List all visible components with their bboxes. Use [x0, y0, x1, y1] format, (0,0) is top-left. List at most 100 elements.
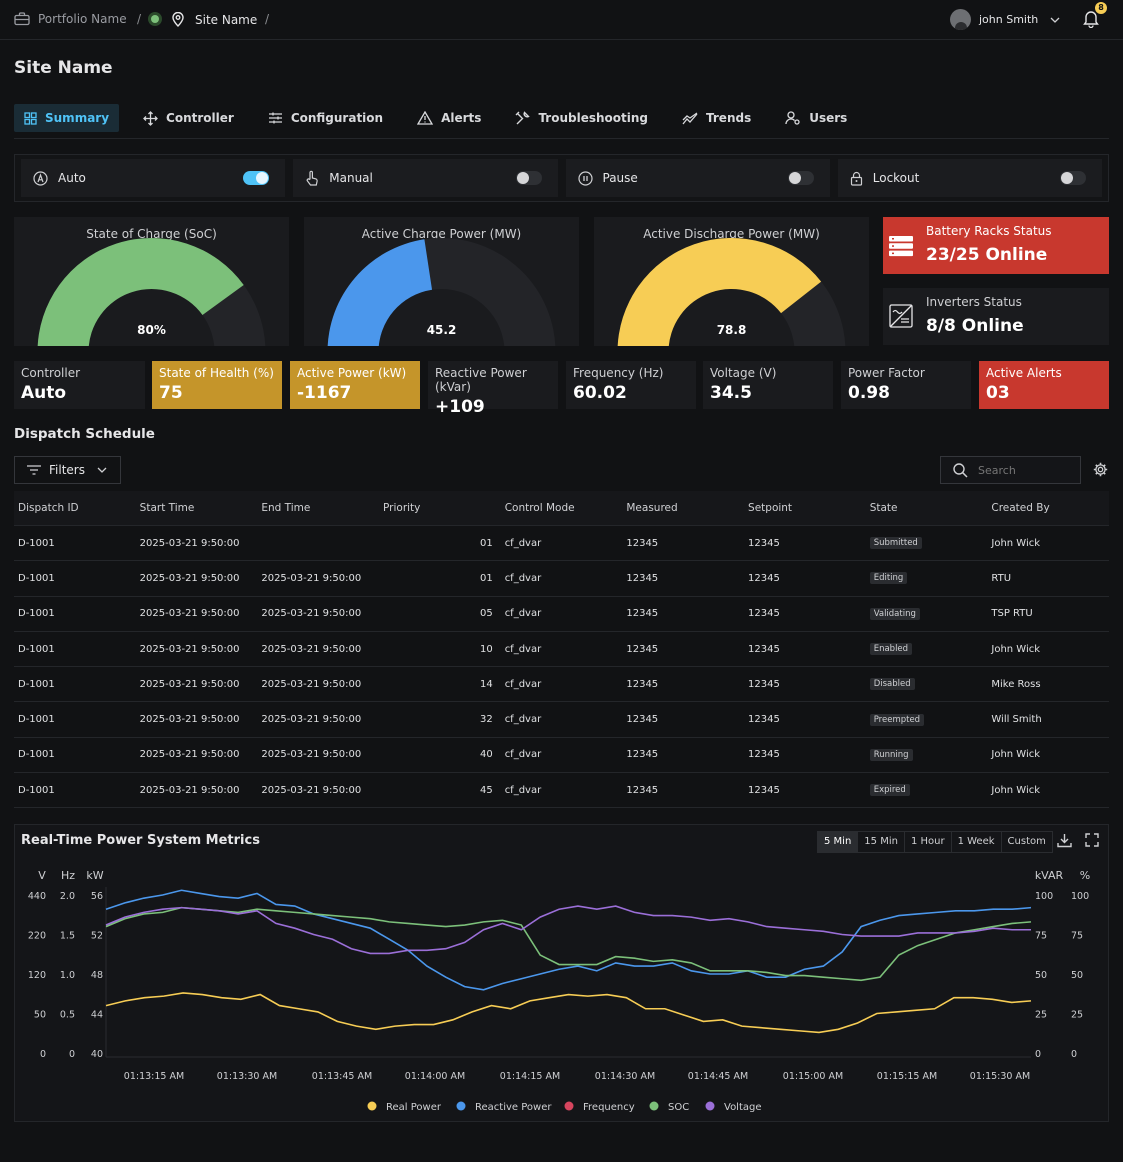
kpi-label: Voltage (V) — [710, 366, 777, 380]
inverters-status-card[interactable]: Inverters Status 8/8 Online — [883, 288, 1109, 345]
tab-troubleshooting[interactable]: Troubleshooting — [505, 104, 658, 132]
table-cell: 12345 — [626, 608, 659, 620]
range-5min[interactable]: 5 Min — [818, 832, 858, 852]
breadcrumb-portfolio[interactable]: Portfolio Name — [14, 12, 127, 26]
table-cell: 12345 — [626, 643, 659, 655]
status-badge: Disabled — [869, 678, 915, 691]
manual-toggle[interactable] — [515, 171, 542, 185]
pause-toggle[interactable] — [787, 171, 814, 185]
filters-button[interactable]: Filters — [14, 456, 121, 484]
table-row[interactable]: D-1001 2025-03-21 9:50:00 2025-03-21 9:50:… — [14, 738, 1109, 774]
axis-unit-label: Hz — [61, 869, 75, 882]
x-tick-label: 01:13:15 AM — [124, 1071, 184, 1082]
series-line-reactive-power — [105, 889, 1032, 991]
range-1hour[interactable]: 1 Hour — [903, 832, 951, 852]
charge-power-gauge-card: Active Charge Power (MW) 45.2 — [304, 217, 579, 346]
soc-gauge-title: State of Charge (SoC) — [86, 227, 217, 241]
y-tick-label: 1.0 — [60, 970, 75, 981]
range-custom[interactable]: Custom — [1000, 832, 1052, 852]
table-cell: 05 — [479, 608, 493, 620]
table-row[interactable]: D-1001 2025-03-21 9:50:00 2025-03-21 9:50:… — [14, 632, 1109, 668]
tab-summary[interactable]: Summary — [14, 104, 120, 132]
legend-label[interactable]: SOC — [668, 1102, 689, 1113]
kpi-active-alerts[interactable]: Active Alerts 03 — [979, 361, 1109, 409]
column-header[interactable]: Setpoint — [748, 502, 793, 514]
legend-label[interactable]: Real Power — [386, 1102, 442, 1113]
column-header[interactable]: Control Mode — [504, 502, 575, 514]
table-row[interactable]: D-1001 2025-03-21 9:50:00 2025-03-21 9:50:… — [14, 667, 1109, 703]
mode-lockout[interactable]: Lockout — [837, 159, 1102, 197]
charge-power-gauge-value: 45.2 — [426, 323, 457, 337]
x-tick-label: 01:14:45 AM — [688, 1071, 748, 1082]
bell-icon — [1083, 11, 1099, 29]
tab-alerts[interactable]: Alerts — [407, 104, 491, 132]
table-cell: D-1001 — [18, 714, 55, 726]
soc-gauge — [37, 238, 266, 346]
column-header[interactable]: End Time — [261, 502, 311, 514]
table-row[interactable]: D-1001 2025-03-21 9:50:00 2025-03-21 9:50:… — [14, 702, 1109, 738]
y-tick-label: 50 — [1071, 970, 1083, 981]
tab-users[interactable]: Users — [775, 104, 857, 132]
fullscreen-icon[interactable] — [1085, 833, 1099, 847]
table-row[interactable]: D-1001 2025-03-21 9:50:00 2025-03-21 9:50:… — [14, 597, 1109, 632]
status-badge: Preempted — [869, 713, 925, 726]
table-cell: D-1001 — [18, 537, 55, 549]
battery-racks-status-card[interactable]: Battery Racks Status 23/25 Online — [883, 217, 1109, 274]
table-cell: 12345 — [626, 537, 659, 549]
search-box[interactable] — [940, 456, 1081, 484]
search-icon — [953, 462, 968, 478]
legend-label[interactable]: Voltage — [724, 1102, 762, 1113]
column-header[interactable]: Created By — [991, 502, 1050, 514]
legend-label[interactable]: Frequency — [583, 1102, 635, 1113]
breadcrumb-site-label: Site Name — [195, 12, 258, 27]
battery-status-label: Battery Racks Status — [926, 224, 1052, 238]
table-row[interactable]: D-1001 2025-03-21 9:50:00 2025-03-21 9:50:… — [14, 773, 1109, 809]
lockout-toggle[interactable] — [1060, 171, 1086, 185]
dispatch-schedule-title: Dispatch Schedule — [14, 426, 155, 442]
y-tick-label: 48 — [91, 970, 103, 981]
range-15min[interactable]: 15 Min — [857, 832, 904, 852]
auto-mode-icon — [33, 170, 48, 186]
table-cell: 40 — [479, 749, 493, 761]
briefcase-icon — [14, 12, 30, 26]
download-icon[interactable] — [1057, 833, 1072, 848]
auto-toggle[interactable] — [243, 171, 270, 185]
table-row[interactable]: D-1001 2025-03-21 9:50:00 01 cf_dvar 12345 12… — [14, 526, 1109, 562]
mode-manual[interactable]: Manual — [293, 159, 558, 197]
y-tick-label: 120 — [28, 970, 46, 981]
mode-pause-label: Pause — [602, 171, 638, 185]
mode-auto[interactable]: Auto — [21, 159, 286, 197]
column-header[interactable]: Start Time — [139, 502, 195, 514]
table-cell: John Wick — [991, 643, 1041, 655]
tab-trends[interactable]: Trends — [672, 104, 761, 132]
y-tick-label: 0 — [1035, 1049, 1041, 1060]
kpi-frequency: Frequency (Hz) 60.02 — [566, 361, 696, 409]
legend-label[interactable]: Reactive Power — [475, 1102, 552, 1113]
search-input[interactable] — [978, 463, 1068, 477]
range-1week[interactable]: 1 Week — [950, 832, 1001, 852]
state-badge: Validating — [866, 607, 988, 620]
mode-pause[interactable]: Pause — [565, 159, 830, 197]
tab-controller[interactable]: Controller — [133, 104, 244, 132]
table-settings-icon[interactable] — [1093, 462, 1108, 477]
table-row[interactable]: D-1001 2025-03-21 9:50:00 2025-03-21 9:50:… — [14, 561, 1109, 597]
table-cell: 2025-03-21 9:50:00 — [139, 784, 240, 796]
tab-controller-label: Controller — [166, 111, 234, 125]
table-cell: 12345 — [748, 643, 780, 655]
user-menu[interactable]: john Smith — [950, 9, 1060, 30]
breadcrumb-site[interactable]: Site Name — [171, 12, 257, 27]
tab-configuration[interactable]: Configuration — [258, 104, 393, 132]
filters-label: Filters — [49, 463, 85, 477]
y-tick-label: 75 — [1071, 931, 1083, 942]
table-cell: John Wick — [991, 537, 1041, 549]
tab-divider — [14, 138, 1109, 139]
y-tick-label: 440 — [28, 891, 46, 902]
state-badge: Editing — [866, 572, 988, 585]
y-tick-label: 25 — [1035, 1010, 1047, 1021]
column-header[interactable]: Measured — [626, 502, 678, 514]
column-header[interactable]: Dispatch ID — [18, 502, 79, 514]
column-header[interactable]: Priority — [383, 502, 421, 514]
column-header[interactable]: State — [869, 502, 898, 514]
user-name: john Smith — [979, 13, 1039, 26]
notifications-button[interactable]: 8 — [1083, 2, 1107, 31]
